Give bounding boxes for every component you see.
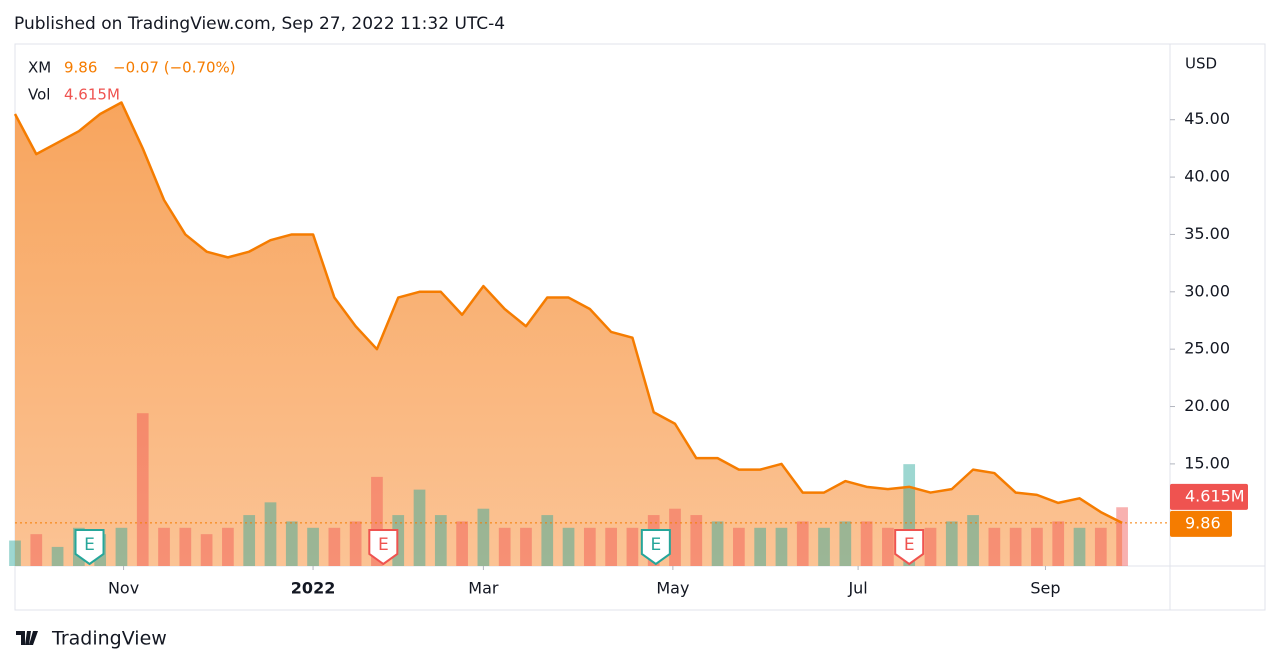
volume-bar	[583, 527, 596, 566]
volume-bar	[285, 521, 298, 566]
volume-bar	[945, 521, 958, 566]
volume-bar	[1031, 527, 1043, 566]
volume-bar	[158, 527, 170, 566]
volume-bar	[1009, 527, 1022, 566]
volume-bar	[669, 508, 681, 566]
y-tick-label: 30.00	[1184, 281, 1230, 300]
volume-bar	[328, 527, 341, 566]
volume-bar	[520, 527, 532, 566]
volume-bar	[51, 546, 64, 566]
volume-bar	[371, 476, 383, 566]
x-tick-label: Sep	[1030, 579, 1060, 598]
x-tick-label: Mar	[468, 579, 499, 598]
volume-bar	[967, 515, 979, 566]
volume-bar	[477, 508, 490, 566]
earnings-marker	[894, 529, 925, 566]
volume-bar	[222, 527, 234, 566]
y-tick-label: 15.00	[1184, 453, 1230, 472]
earnings-label: E	[378, 535, 389, 555]
volume-bar	[1094, 527, 1107, 566]
volume-bar	[690, 515, 703, 566]
legend-change: −0.07 (−0.70%)	[113, 59, 236, 77]
volume-bar	[179, 527, 192, 566]
legend-vol: Vol	[28, 86, 50, 104]
legend-vol-value: 4.615M	[64, 86, 120, 104]
volume-bar	[818, 527, 830, 566]
earnings-label: E	[904, 535, 915, 555]
volume-bar	[243, 515, 256, 566]
volume-bar	[541, 515, 554, 566]
volume-bar	[349, 521, 362, 566]
volume-bar	[562, 527, 575, 566]
volume-bar	[754, 527, 767, 566]
price-axis-box	[1170, 510, 1232, 537]
volume-bar	[434, 515, 447, 566]
price-axis-label: 9.86	[1185, 513, 1221, 532]
logo: TradingView	[16, 628, 167, 650]
price-line	[13, 101, 1123, 524]
volume-bar	[264, 502, 277, 566]
x-tick-label: May	[656, 579, 689, 598]
price-area	[15, 102, 1123, 566]
y-tick-label: 45.00	[1184, 109, 1230, 128]
legend-price: 9.86	[64, 59, 97, 77]
volume-bar	[9, 540, 21, 566]
volume-bar	[860, 521, 873, 566]
footer-brand: TradingView	[51, 628, 167, 650]
volume-bar	[1073, 527, 1086, 566]
earnings-label: E	[650, 535, 661, 555]
y-tick-label: 20.00	[1184, 396, 1230, 415]
x-tick-label: 2022	[291, 579, 336, 598]
legend-symbol: XM	[28, 59, 51, 77]
earnings-marker	[640, 529, 671, 566]
volume-bar	[733, 527, 745, 566]
volume-bar	[775, 527, 788, 566]
vol-axis-box	[1170, 483, 1248, 510]
published-note: Published on TradingView.com, Sep 27, 20…	[14, 14, 505, 34]
volume-bar	[456, 521, 468, 566]
volume-bar	[988, 527, 1001, 566]
volume-bar	[796, 521, 809, 566]
volume-bar	[136, 413, 149, 566]
volume-bar	[30, 534, 43, 566]
y-tick-label: 40.00	[1184, 167, 1230, 186]
x-tick-label: Nov	[108, 579, 139, 598]
vol-axis-label: 4.615M	[1185, 486, 1245, 505]
volume-bar	[711, 521, 724, 566]
volume-bar	[882, 527, 894, 566]
volume-bar	[1052, 521, 1065, 566]
volume-bar	[498, 527, 511, 566]
earnings-label: E	[84, 535, 95, 555]
volume-bar	[413, 489, 426, 566]
y-tick-label: 25.00	[1184, 339, 1230, 358]
volume-bar	[115, 527, 128, 566]
currency: USD	[1185, 55, 1217, 73]
earnings-marker	[368, 529, 399, 566]
y-tick-label: 35.00	[1184, 224, 1230, 243]
volume-bar	[626, 527, 639, 566]
volume-bar	[839, 521, 852, 566]
volume-bar	[307, 527, 319, 566]
x-tick-label: Jul	[847, 579, 867, 598]
volume-bar	[1116, 507, 1128, 566]
volume-bar	[924, 527, 937, 566]
volume-bar	[200, 534, 213, 566]
earnings-marker	[74, 529, 105, 566]
volume-bar	[903, 464, 916, 566]
volume-bar	[605, 527, 617, 566]
